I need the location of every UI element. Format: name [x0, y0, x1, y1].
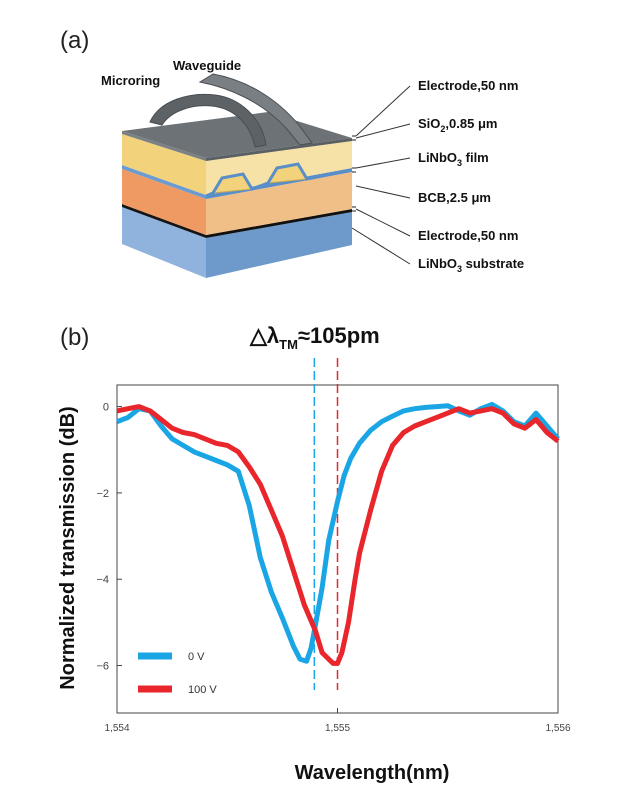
y-tick-label: −6	[96, 661, 109, 673]
layer-label-substrate: LiNbO3 substrate	[418, 256, 524, 274]
leader-lines	[351, 85, 411, 265]
x-tick-label: 1,556	[545, 723, 570, 734]
film-front-face	[122, 165, 206, 199]
microring-ridge	[149, 93, 267, 148]
layer-label-bottom-electrode: Electrode,50 nm	[418, 228, 518, 243]
layer-label-top-electrode: Electrode,50 nm	[418, 78, 518, 93]
panel-a-label: (a)	[60, 27, 89, 54]
device-schematic	[122, 73, 356, 278]
layer-label-linbo3-film: LiNbO3 film	[418, 150, 489, 168]
waveguide-ridge	[198, 73, 313, 146]
x-tick-label: 1,554	[104, 723, 129, 734]
panel-b-label: (b)	[60, 324, 89, 351]
film-ridge-line	[205, 162, 353, 198]
y-axis-label: Normalized transmission (dB)	[57, 406, 79, 689]
sio2-front-face	[122, 134, 206, 195]
legend: 0 V 100 V	[138, 651, 217, 696]
microring-label: Microring	[101, 73, 160, 88]
axis-ticks: 1,554 1,555 1,556 0 −2 −4 −6	[96, 402, 570, 734]
top-electrode-front-face	[122, 131, 206, 161]
bottom-electrode-front-face	[122, 204, 206, 238]
x-tick-label: 1,555	[325, 723, 350, 734]
series-line-1	[116, 404, 560, 666]
substrate-front-face	[122, 207, 206, 278]
bcb-right-face	[206, 172, 352, 235]
bottom-electrode-right-face	[206, 209, 352, 238]
delta-lambda-annotation: △λTM≈105pm	[249, 323, 380, 352]
layer-label-bcb: BCB,2.5 μm	[418, 190, 491, 205]
y-tick-label: −2	[96, 488, 109, 500]
legend-label-100v: 100 V	[188, 684, 217, 696]
layer-labels: Electrode,50 nm SiO2,0.85 μm LiNbO3 film…	[418, 78, 524, 274]
top-electrode-right-face	[206, 138, 352, 161]
y-tick-label: 0	[103, 402, 109, 414]
film-right-face	[206, 168, 352, 199]
x-axis-label: Wavelength(nm)	[295, 762, 450, 784]
legend-label-0v: 0 V	[188, 651, 205, 663]
waveguide-label: Waveguide	[173, 58, 241, 73]
bcb-front-face	[122, 169, 206, 235]
y-tick-label: −4	[96, 574, 109, 586]
layer-label-sio2: SiO2,0.85 μm	[418, 116, 497, 134]
transmission-chart: 1,554 1,555 1,556 0 −2 −4 −6 0 V 100 V Normali…	[57, 358, 571, 784]
series-lines	[116, 401, 560, 666]
substrate-right-face	[206, 212, 352, 278]
